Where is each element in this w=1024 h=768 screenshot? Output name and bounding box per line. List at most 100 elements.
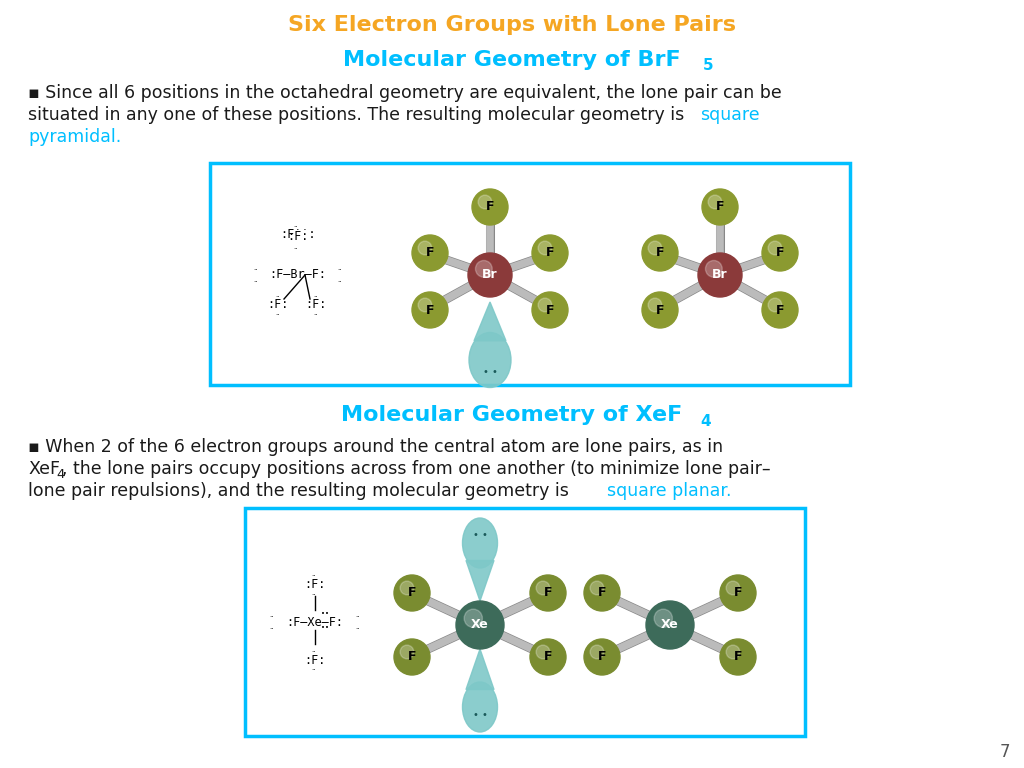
Circle shape <box>400 645 414 659</box>
Text: :F–Br–F:: :F–Br–F: <box>269 269 327 282</box>
Text: 7: 7 <box>999 743 1011 761</box>
Text: F: F <box>598 587 606 600</box>
Text: ..: .. <box>254 265 258 271</box>
FancyBboxPatch shape <box>245 508 805 736</box>
Text: square: square <box>700 106 760 124</box>
Polygon shape <box>474 302 506 341</box>
Circle shape <box>584 639 620 675</box>
Circle shape <box>532 235 568 271</box>
Circle shape <box>726 645 739 659</box>
Text: ..: .. <box>354 624 359 630</box>
Text: F: F <box>426 303 434 316</box>
Polygon shape <box>466 649 494 690</box>
Text: F: F <box>485 200 495 214</box>
Ellipse shape <box>463 682 498 732</box>
Text: ..: .. <box>275 292 281 298</box>
Circle shape <box>590 581 604 594</box>
Text: ..: .. <box>354 612 359 618</box>
Circle shape <box>642 235 678 271</box>
Text: ..: .. <box>310 571 315 577</box>
Circle shape <box>698 253 742 297</box>
Circle shape <box>468 253 512 297</box>
Text: • •: • • <box>472 530 487 540</box>
Text: ..: .. <box>254 277 258 283</box>
Text: , the lone pairs occupy positions across from one another (to minimize lone pair: , the lone pairs occupy positions across… <box>62 460 771 478</box>
Circle shape <box>456 601 504 649</box>
Circle shape <box>584 575 620 611</box>
Text: F: F <box>776 247 784 260</box>
Text: F: F <box>544 650 552 664</box>
Circle shape <box>394 639 430 675</box>
Text: F: F <box>546 303 554 316</box>
Text: ..: .. <box>294 244 298 250</box>
Text: :F–Xe–F:: :F–Xe–F: <box>287 615 343 628</box>
Circle shape <box>642 292 678 328</box>
Text: ..: .. <box>313 292 318 298</box>
Circle shape <box>478 195 492 209</box>
Circle shape <box>537 581 550 594</box>
Text: • •: • • <box>482 367 498 377</box>
Text: F: F <box>776 303 784 316</box>
Text: F: F <box>408 650 416 664</box>
Circle shape <box>709 195 722 209</box>
Text: :F:: :F: <box>304 654 326 667</box>
Circle shape <box>654 609 673 627</box>
Circle shape <box>412 235 449 271</box>
Circle shape <box>418 241 432 255</box>
Text: :F:: :F: <box>288 230 308 243</box>
Circle shape <box>394 575 430 611</box>
Text: ••: •• <box>321 611 329 617</box>
Text: ..: .. <box>313 310 318 316</box>
Circle shape <box>706 260 722 277</box>
Circle shape <box>768 298 781 312</box>
Text: F: F <box>655 247 665 260</box>
Text: 4: 4 <box>700 413 711 429</box>
Text: ..: .. <box>310 647 315 653</box>
Circle shape <box>537 645 550 659</box>
Text: ▪ Since all 6 positions in the octahedral geometry are equivalent, the lone pair: ▪ Since all 6 positions in the octahedra… <box>28 84 781 102</box>
Text: :F:: :F: <box>305 299 327 312</box>
Text: F: F <box>734 587 742 600</box>
Text: 4: 4 <box>56 468 65 482</box>
Text: :F:: :F: <box>267 299 289 312</box>
Text: square planar.: square planar. <box>607 482 731 500</box>
Text: Xe: Xe <box>471 618 488 631</box>
Text: F: F <box>734 650 742 664</box>
Circle shape <box>475 260 493 277</box>
Circle shape <box>762 235 798 271</box>
Text: • •: • • <box>472 710 487 720</box>
Circle shape <box>530 575 566 611</box>
Circle shape <box>720 639 756 675</box>
Circle shape <box>762 292 798 328</box>
Text: ..: .. <box>294 222 298 228</box>
Text: :Ḟ̇:: :Ḟ̇: <box>281 229 315 241</box>
Ellipse shape <box>469 333 511 388</box>
Circle shape <box>726 581 739 594</box>
Text: ..: .. <box>310 590 315 596</box>
Text: pyramidal.: pyramidal. <box>28 128 121 146</box>
Circle shape <box>472 189 508 225</box>
Text: ..: .. <box>337 265 341 271</box>
Text: ..: .. <box>310 665 315 671</box>
Text: F: F <box>544 587 552 600</box>
Circle shape <box>648 298 662 312</box>
Text: Molecular Geometry of BrF: Molecular Geometry of BrF <box>343 50 681 70</box>
Text: F: F <box>426 247 434 260</box>
Polygon shape <box>466 561 494 601</box>
Circle shape <box>646 601 694 649</box>
Text: Xe: Xe <box>662 618 679 631</box>
Circle shape <box>532 292 568 328</box>
Circle shape <box>720 575 756 611</box>
Text: :F:: :F: <box>304 578 326 591</box>
Text: F: F <box>716 200 724 214</box>
Text: ..: .. <box>269 624 274 630</box>
Circle shape <box>412 292 449 328</box>
Text: XeF: XeF <box>28 460 60 478</box>
Ellipse shape <box>463 518 498 568</box>
FancyBboxPatch shape <box>210 163 850 385</box>
Circle shape <box>702 189 738 225</box>
Text: F: F <box>598 650 606 664</box>
Text: ..: .. <box>275 310 281 316</box>
Circle shape <box>590 645 604 659</box>
Text: Br: Br <box>712 269 728 282</box>
